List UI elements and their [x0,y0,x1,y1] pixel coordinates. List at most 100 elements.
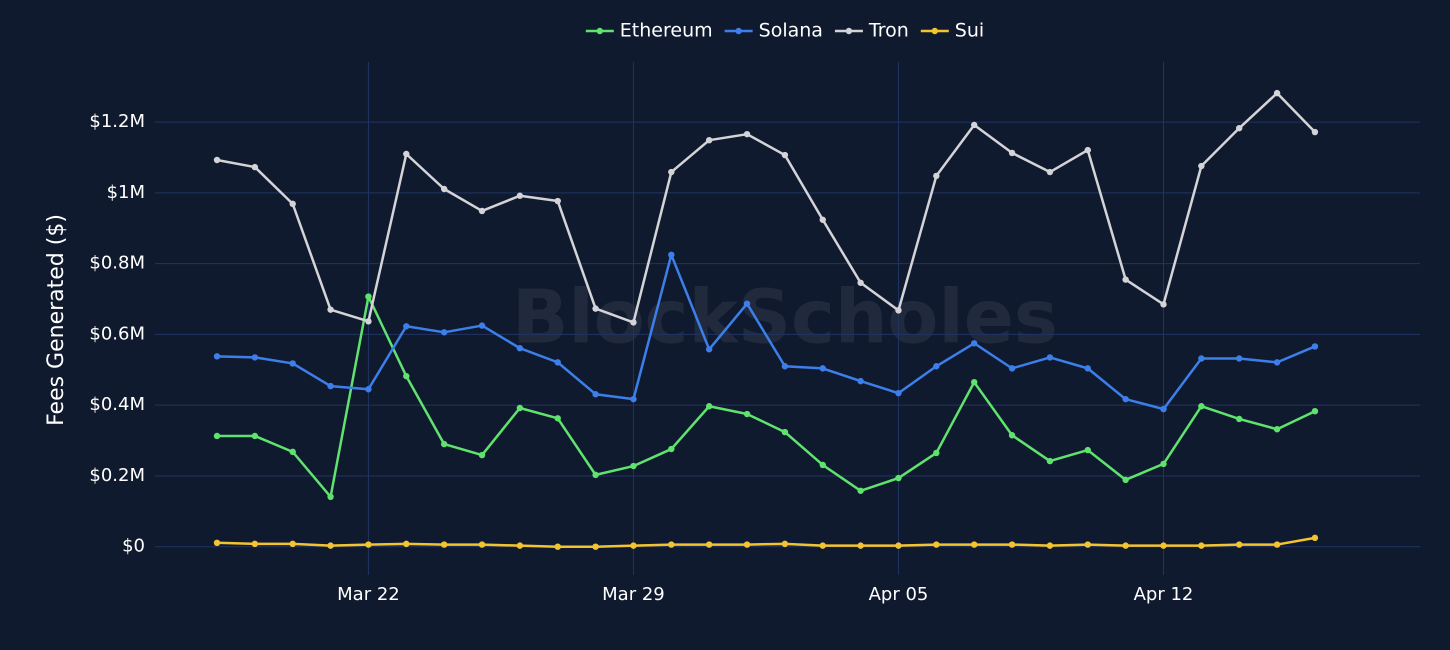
data-point [1122,476,1129,484]
data-point [1273,426,1281,433]
data-point [251,540,259,548]
data-point [1008,149,1016,157]
data-point [365,293,372,300]
data-point [971,541,978,548]
data-point [554,543,561,550]
data-point [365,386,372,393]
data-point [1046,542,1054,549]
legend-item: Sui [920,20,984,42]
data-point [705,136,713,144]
legend-marker [845,27,853,35]
data-point [592,471,599,479]
y-axis-title: Fees Generated ($) [44,214,69,426]
x-tick-label: Mar 22 [337,584,400,605]
data-point [857,487,864,494]
data-point [781,540,789,548]
data-point [516,345,524,352]
data-point [516,404,524,412]
data-point [668,168,675,176]
legend-label: Tron [868,20,909,42]
data-point [743,300,751,307]
x-tick-label: Apr 12 [1134,584,1194,605]
data-point [705,403,713,410]
data-point [895,542,902,549]
data-point [289,360,296,367]
data-point [1198,355,1205,362]
data-point [478,451,486,459]
legend-item: Solana [724,20,823,42]
data-point [1273,359,1281,366]
data-point [327,306,334,313]
data-point [1008,432,1016,439]
data-point [1122,395,1129,403]
data-point [554,359,561,366]
watermark: BlockScholes [512,275,1058,361]
data-point [1008,541,1016,548]
data-point [933,172,940,180]
data-point [1311,534,1319,542]
data-point [971,378,978,386]
data-point [440,185,448,193]
data-point [933,541,940,548]
data-point [895,389,902,397]
data-point [1236,541,1243,548]
data-point [971,340,978,347]
data-point [213,353,221,360]
data-point [327,542,334,549]
y-tick-label: $1.2M [89,111,145,132]
data-point [668,445,675,453]
data-point [1008,365,1016,372]
data-point [516,542,524,549]
x-tick-label: Mar 29 [602,584,665,605]
data-point [1084,365,1091,372]
data-point [971,121,978,129]
data-point [1046,354,1054,361]
data-point [1311,128,1319,136]
data-point [1122,542,1129,549]
y-tick-label: $0.6M [89,323,145,344]
data-point [1311,343,1319,350]
data-point [668,251,675,259]
data-point [857,279,864,286]
series-line [216,91,1316,324]
data-point [592,391,599,398]
legend-item: Ethereum [585,20,713,42]
legend-label: Ethereum [620,20,713,42]
data-point [403,540,410,548]
data-point [403,323,410,330]
data-point [1160,542,1167,549]
data-point [1084,541,1091,548]
data-point [1198,162,1205,170]
series-line [217,295,1316,499]
data-point [743,130,751,138]
data-point [630,319,637,326]
data-point [365,541,372,548]
data-point [1122,276,1129,283]
data-point [478,207,486,215]
data-point [630,462,637,470]
data-point [743,410,751,418]
data-point [289,200,296,208]
data-point [213,432,221,440]
data-point [251,354,259,361]
data-point [1046,168,1054,176]
data-point [895,307,902,314]
data-point [440,440,448,448]
x-tick-label: Apr 05 [869,584,929,605]
data-point [1046,457,1054,465]
legend-label: Sui [955,20,984,42]
data-point [895,474,902,482]
data-point [781,363,789,370]
legend-label: Solana [759,20,823,42]
data-point [1198,403,1205,410]
data-point [705,346,713,353]
series-line [216,536,1316,548]
y-tick-label: $0.4M [89,394,145,415]
data-point [857,377,864,385]
data-point [781,151,789,159]
data-point [1084,146,1091,154]
data-point [289,448,296,456]
data-point [668,541,675,548]
